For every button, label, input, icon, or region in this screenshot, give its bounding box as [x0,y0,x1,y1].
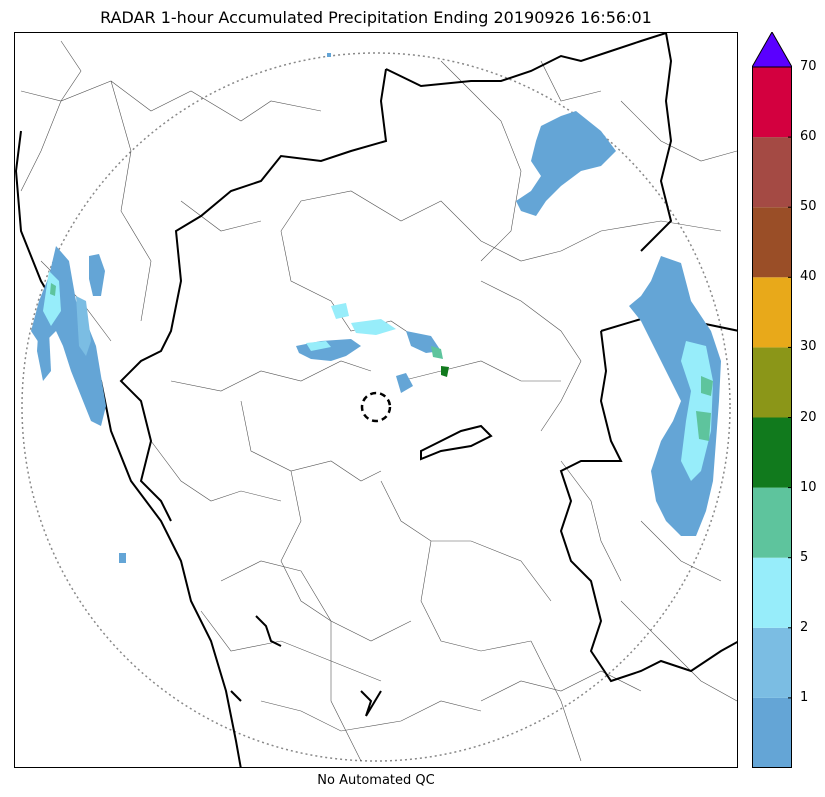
colorbar-tick-label: 5 [800,549,809,565]
colorbar-segment [752,277,792,348]
colorbar-extend-arrow [752,32,792,68]
colorbar-tick-label: 1 [800,689,809,705]
colorbar-segment [752,347,792,418]
colorbar-tick-label: 40 [800,269,817,285]
colorbar-tick-label: 10 [800,479,817,495]
colorbar-tick-label: 20 [800,409,817,425]
state-borders [15,33,737,767]
precipitation-echoes [31,53,721,563]
radar-map[interactable] [14,32,738,768]
colorbar-segment [752,137,792,208]
colorbar-segment [752,627,792,698]
colorbar-tick-label: 30 [800,339,817,355]
colorbar-segment [752,487,792,558]
qc-note: No Automated QC [317,773,435,788]
district-boundaries [20,40,737,762]
colorbar-segment [752,417,792,488]
colorbar-tick-label: 60 [800,129,817,145]
range-ring [21,52,731,762]
colorbar-segment [752,557,792,628]
map-title: RADAR 1-hour Accumulated Precipitation E… [100,8,652,27]
colorbar-segment [752,67,792,138]
colorbar-tick-label: 50 [800,199,817,215]
precipitation-colorbar [752,32,792,768]
radar-site-marker [360,391,392,423]
colorbar-tick-label: 70 [800,59,817,74]
colorbar-segment [752,207,792,278]
colorbar-segment [752,697,792,768]
colorbar-tick-label: 2 [800,619,809,635]
